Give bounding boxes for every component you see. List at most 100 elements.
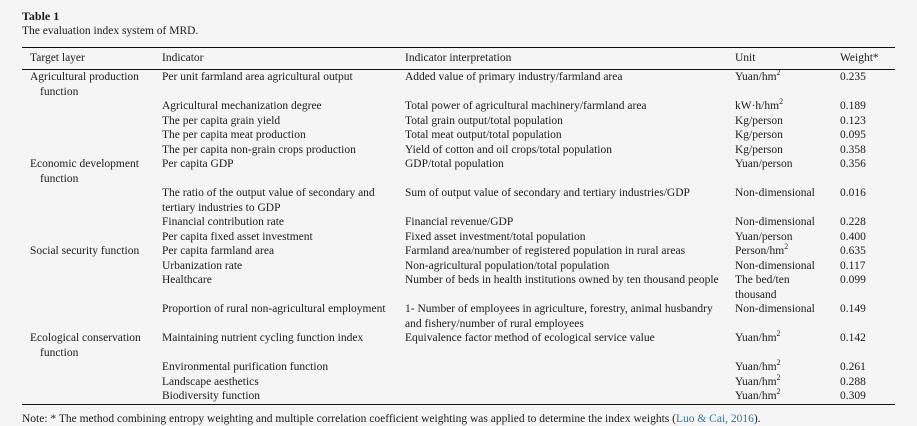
table-row: Social security function Per capita farm… — [22, 243, 895, 259]
unit-cell: Yuan/hm2 — [735, 68, 840, 100]
column-header-weight: Weight* — [840, 47, 895, 70]
table-row: The ratio of the output value of seconda… — [22, 186, 895, 215]
unit-cell: The bed/ten thousand — [735, 273, 840, 302]
indicator-cell: Environmental purification function — [162, 361, 329, 373]
indicator-cell: The per capita non-grain crops productio… — [162, 143, 356, 156]
table-row: Agricultural mechanization degree Total … — [22, 98, 895, 114]
indicator-cell: Financial contribution rate — [162, 216, 284, 228]
table-row: Ecological conservation function Maintai… — [22, 329, 895, 360]
table-label: Table 1 — [22, 9, 60, 23]
indicator-cell: Agricultural mechanization degree — [162, 100, 322, 112]
unit-text: Yuan/hm — [735, 375, 777, 388]
weight-cell: 0.016 — [840, 187, 866, 199]
weight-cell: 0.358 — [840, 143, 866, 156]
unit-superscript: 2 — [776, 358, 781, 368]
table-row: The per capita non-grain crops productio… — [22, 143, 895, 158]
unit-text: kW·h/hm — [735, 100, 780, 112]
unit-cell: Yuan/person — [735, 230, 840, 245]
interpretation-cell: Total power of agricultural machinery/fa… — [405, 100, 647, 112]
target-layer-cell — [22, 114, 162, 129]
interpretation-cell — [405, 360, 735, 375]
weight-cell: 0.261 — [840, 361, 866, 373]
citation-link[interactable]: Luo & Cai, 2016 — [675, 412, 754, 425]
unit-superscript: 2 — [776, 329, 781, 339]
target-layer-cell — [22, 273, 162, 302]
weight-cell: 0.400 — [840, 230, 866, 243]
weight-cell: 0.356 — [840, 158, 866, 170]
table-row: Proportion of rural non-agricultural emp… — [22, 302, 895, 331]
unit-text: Non-dimensional — [735, 259, 815, 272]
unit-text: Kg/person — [735, 114, 783, 127]
interpretation-cell: Sum of output value of secondary and ter… — [405, 187, 690, 199]
target-layer-cell: Social security function — [30, 245, 140, 257]
target-layer-cell — [22, 128, 162, 143]
interpretation-cell: Farmland area/number of registered popul… — [405, 245, 686, 257]
interpretation-cell — [405, 375, 735, 390]
target-layer-cell — [22, 186, 162, 215]
unit-superscript: 2 — [776, 387, 781, 397]
target-layer-cell — [22, 215, 162, 230]
target-layer-cell: Ecological conservation function — [30, 332, 141, 359]
weight-cell: 0.095 — [840, 129, 866, 141]
indicator-cell: The ratio of the output value of seconda… — [162, 187, 375, 214]
interpretation-cell: Fixed asset investment/total population — [405, 230, 586, 243]
unit-text: Yuan/person — [735, 158, 793, 170]
unit-cell: Non-dimensional — [735, 302, 840, 331]
indicator-cell: Proportion of rural non-agricultural emp… — [162, 303, 386, 315]
unit-text: Non-dimensional — [735, 303, 815, 315]
unit-cell: Kg/person — [735, 143, 840, 158]
unit-cell: Non-dimensional — [735, 259, 840, 274]
target-layer-cell — [22, 389, 162, 404]
indicator-cell: The per capita meat production — [162, 129, 306, 141]
evaluation-index-table: Target layer Indicator Indicator interpr… — [22, 47, 895, 405]
target-layer-cell — [22, 375, 162, 390]
table-row: Landscape aesthetics Yuan/hm2 0.288 — [22, 372, 895, 390]
weight-cell: 0.123 — [840, 114, 866, 127]
unit-superscript: 2 — [776, 372, 781, 382]
target-layer-cell: Economic development function — [30, 158, 139, 185]
table-row: Economic development function Per capita… — [22, 157, 895, 186]
table-row: Urbanization rate Non-agricultural popul… — [22, 259, 895, 274]
unit-text: The bed/ten thousand — [735, 274, 790, 301]
indicator-cell: Biodiversity function — [162, 390, 261, 402]
column-header-indicator: Indicator — [162, 47, 405, 70]
unit-text: Non-dimensional — [735, 187, 815, 199]
interpretation-cell: 1- Number of employees in agriculture, f… — [405, 303, 713, 330]
interpretation-cell: Number of beds in health institutions ow… — [405, 274, 719, 286]
column-header-indicator-interpretation: Indicator interpretation — [405, 47, 735, 70]
unit-superscript: 2 — [776, 68, 781, 78]
interpretation-cell: Total meat output/total population — [405, 129, 562, 141]
unit-cell: Non-dimensional — [735, 215, 840, 230]
unit-text: Yuan/person — [735, 230, 793, 243]
weight-cell: 0.288 — [840, 375, 866, 388]
footnote-text: Note: * The method combining entropy wei… — [22, 412, 676, 425]
indicator-cell: The per capita grain yield — [162, 114, 281, 127]
column-header-target-layer: Target layer — [22, 47, 162, 70]
weight-cell: 0.149 — [840, 303, 866, 315]
indicator-cell: Maintaining nutrient cycling function in… — [162, 332, 364, 344]
indicator-cell: Per capita farmland area — [162, 245, 275, 257]
interpretation-cell: Financial revenue/GDP — [405, 216, 514, 228]
indicator-cell: Per capita GDP — [162, 158, 234, 170]
weight-cell: 0.117 — [840, 259, 866, 272]
unit-text: Yuan/hm — [735, 361, 777, 373]
unit-cell: Yuan/hm2 — [735, 372, 840, 390]
unit-text: Person/hm — [735, 245, 785, 257]
unit-cell: Kg/person — [735, 128, 840, 143]
weight-cell: 0.142 — [840, 332, 866, 344]
unit-text: Yuan/hm — [735, 71, 777, 83]
interpretation-cell: GDP/total population — [405, 158, 504, 170]
weight-cell: 0.235 — [840, 71, 866, 83]
target-layer-cell — [22, 143, 162, 158]
unit-text: Non-dimensional — [735, 216, 815, 228]
indicator-cell: Per unit farmland area agricultural outp… — [162, 71, 353, 83]
unit-cell: Yuan/hm2 — [735, 387, 840, 404]
target-layer-cell — [22, 259, 162, 274]
column-header-unit: Unit — [735, 47, 840, 70]
interpretation-cell: Non-agricultural population/total popula… — [405, 259, 610, 272]
table-row: Healthcare Number of beds in health inst… — [22, 273, 895, 302]
target-layer-cell — [22, 360, 162, 375]
table-caption: The evaluation index system of MRD. — [22, 25, 199, 37]
table-row: Financial contribution rate Financial re… — [22, 215, 895, 230]
target-layer-cell: Agricultural production function — [30, 71, 139, 98]
